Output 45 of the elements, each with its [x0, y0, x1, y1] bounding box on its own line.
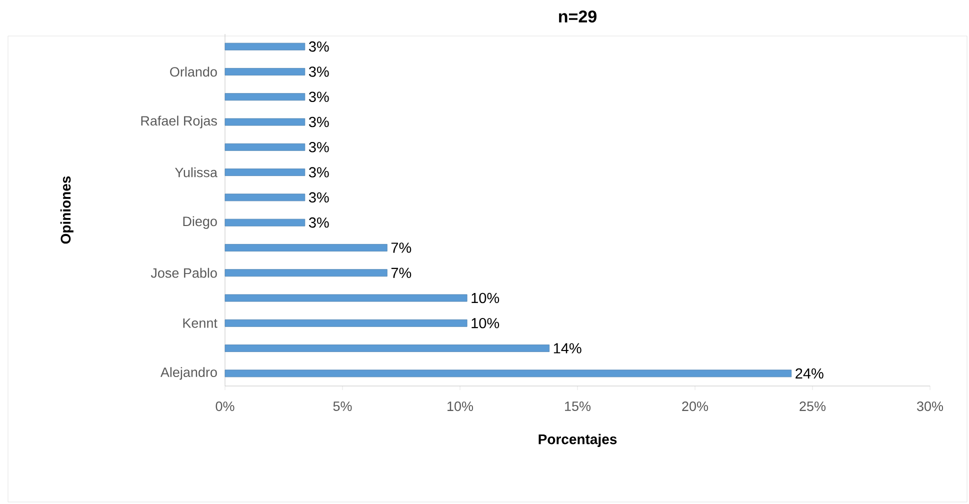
- x-tick-label: 10%: [448, 402, 474, 412]
- data-label: 3%: [308, 116, 329, 128]
- data-label: 24%: [796, 368, 824, 379]
- x-tick-label: 30%: [917, 402, 944, 412]
- data-label: 10%: [472, 318, 500, 328]
- y-tick-label: Rafael Rojas: [141, 116, 217, 128]
- bar: [224, 244, 388, 252]
- y-tick-label: Alejandro: [160, 367, 217, 380]
- x-tick-label: 25%: [800, 402, 826, 412]
- data-label: 3%: [308, 167, 329, 178]
- bar: [224, 42, 306, 50]
- bar: [224, 118, 306, 126]
- bar: [224, 93, 306, 101]
- x-axis-title: Porcentajes: [538, 434, 617, 447]
- bar: [224, 168, 306, 176]
- bar: [224, 370, 792, 378]
- x-tick-label: 0%: [216, 402, 234, 412]
- data-label: 3%: [308, 142, 329, 152]
- bar: [224, 344, 550, 352]
- chart-title: n=29: [559, 10, 596, 23]
- bar: [224, 269, 388, 277]
- y-tick-label: Diego: [183, 216, 217, 229]
- data-label: 3%: [308, 92, 329, 102]
- data-label: 14%: [554, 343, 582, 354]
- x-tick-label: 5%: [333, 402, 352, 412]
- y-tick-label: Yulissa: [175, 167, 218, 178]
- data-label: 7%: [391, 268, 412, 278]
- y-tick-label: Jose Pablo: [150, 268, 217, 278]
- data-label: 3%: [308, 192, 329, 203]
- bar: [224, 194, 306, 202]
- data-label: 7%: [391, 242, 412, 253]
- data-label: 3%: [308, 217, 329, 228]
- y-axis-title: Opiniones: [60, 176, 74, 244]
- y-tick-label: Kennt: [183, 318, 218, 328]
- x-tick-label: 20%: [682, 402, 708, 412]
- x-tick-label: 15%: [565, 402, 591, 412]
- bar: [224, 218, 306, 226]
- data-label: 3%: [308, 41, 329, 52]
- data-label: 3%: [308, 66, 329, 77]
- bar: [224, 294, 468, 302]
- bar: [224, 319, 468, 327]
- y-tick-label: Orlando: [170, 66, 217, 77]
- bar: [224, 68, 306, 76]
- data-label: 10%: [472, 292, 500, 304]
- bar: [224, 143, 306, 151]
